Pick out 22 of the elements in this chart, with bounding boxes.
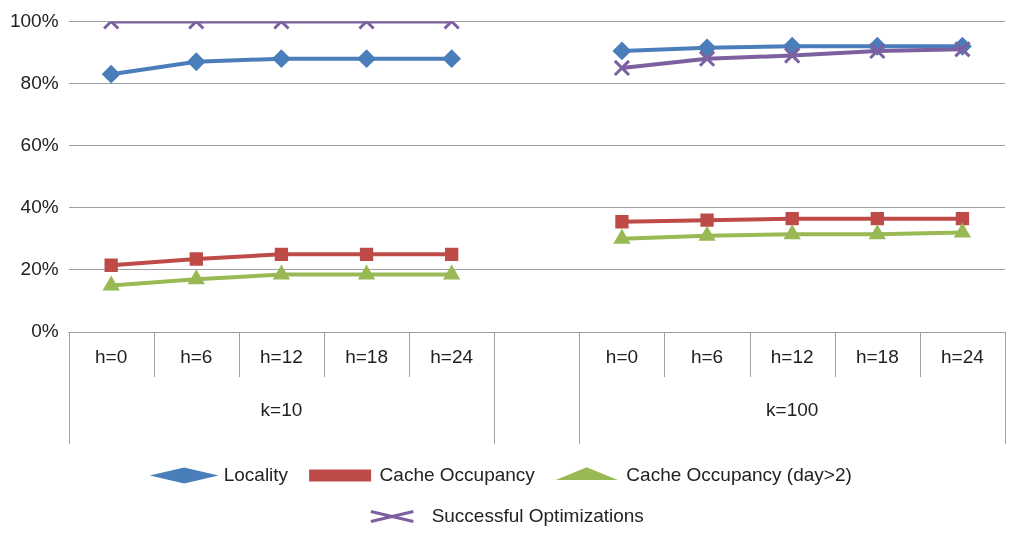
y-tick-label: 40% xyxy=(20,195,59,217)
legend-label: Locality xyxy=(223,463,289,485)
y-tick-label: 20% xyxy=(20,258,59,280)
x-tick-label: h=6 xyxy=(180,345,213,367)
legend-label: Cache Occupancy xyxy=(379,463,536,485)
x-tick-label: h=12 xyxy=(260,345,303,367)
legend-label: Cache Occupancy (day>2) xyxy=(626,463,852,485)
x-tick-label: h=18 xyxy=(855,345,899,367)
x-tick-label: h=0 xyxy=(605,345,639,367)
x-tick-label: h=0 xyxy=(95,345,128,367)
y-tick-label: 100% xyxy=(9,9,59,31)
text: k=100 xyxy=(766,398,819,420)
x-tick-label: h=12 xyxy=(770,345,814,367)
text: k=10 xyxy=(260,398,303,420)
y-tick-label: 80% xyxy=(20,71,59,93)
x-tick-label: h=24 xyxy=(941,345,985,367)
y-tick-label: 60% xyxy=(20,133,59,155)
legend-label: Successful Optimizations xyxy=(431,504,644,526)
x-tick-label: h=24 xyxy=(430,345,474,367)
x-tick-label: h=18 xyxy=(345,345,388,367)
x-tick-label: h=6 xyxy=(690,345,724,367)
y-tick-label: 0% xyxy=(31,320,59,342)
